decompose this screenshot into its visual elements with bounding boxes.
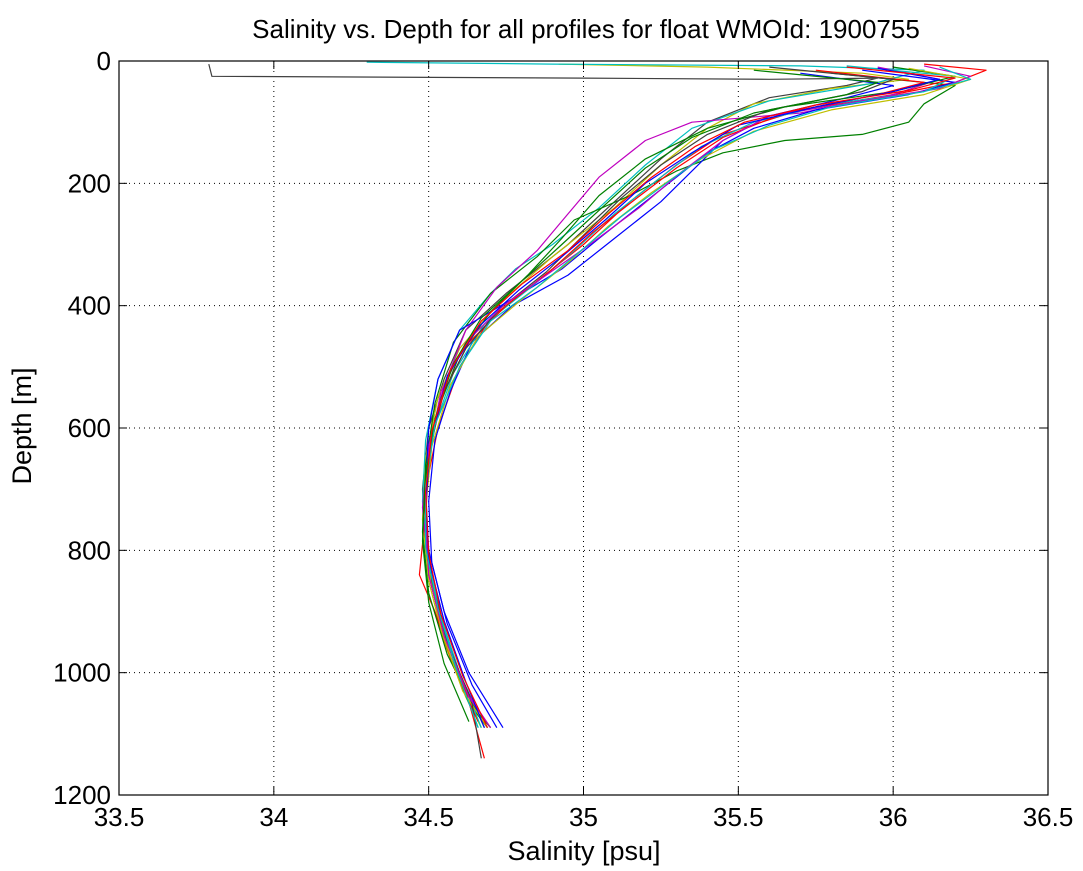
salinity-profile-line-14 <box>425 65 972 729</box>
y-tick-label: 0 <box>97 46 111 76</box>
chart-title: Salinity vs. Depth for all profiles for … <box>252 14 920 44</box>
salinity-profile-line-16 <box>421 69 879 722</box>
x-tick-label: 34 <box>259 802 288 832</box>
x-tick-label: 35 <box>569 802 598 832</box>
y-tick-label: 200 <box>68 168 111 198</box>
salinity-profile-line-18 <box>425 66 956 728</box>
x-tick-label: 34.5 <box>403 802 454 832</box>
y-axis-title: Depth [m] <box>7 367 37 484</box>
y-tick-label: 600 <box>68 413 111 443</box>
y-tick-label: 1200 <box>53 780 111 810</box>
x-tick-label: 35.5 <box>713 802 764 832</box>
x-axis-title: Salinity [psu] <box>507 836 660 866</box>
x-tick-label: 33.5 <box>94 802 145 832</box>
y-tick-label: 800 <box>68 535 111 565</box>
salinity-profile-line-9 <box>421 66 956 729</box>
salinity-profile-line-2 <box>421 63 910 728</box>
salinity-profile-line-17 <box>425 66 972 728</box>
x-tick-label: 36 <box>879 802 908 832</box>
series-lines <box>208 61 987 759</box>
y-tick-label: 400 <box>68 291 111 321</box>
x-tick-label: 36.5 <box>1023 802 1074 832</box>
axis-ticks: 33.5 34 34.5 35 35.5 36 36.5 0 200 400 600 800 1000 1… <box>53 46 1073 832</box>
plot-area <box>119 61 1048 795</box>
salinity-profile-line-15 <box>425 67 941 728</box>
y-tick-label: 1000 <box>53 658 111 688</box>
